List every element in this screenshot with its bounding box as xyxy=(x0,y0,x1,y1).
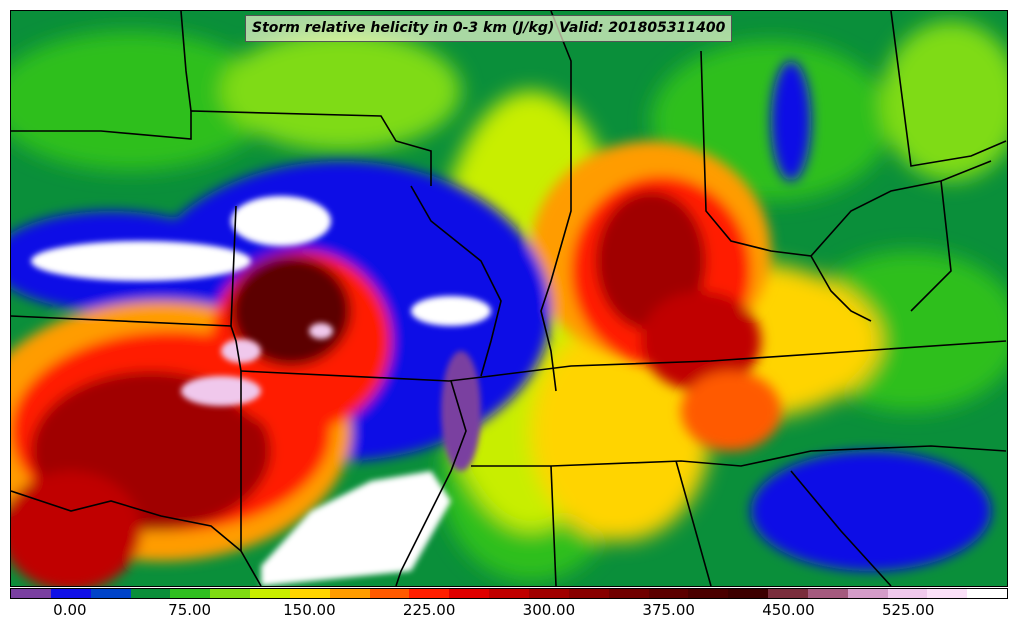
colorbar-segment xyxy=(449,589,490,598)
colorbar-tick-label: 225.00 xyxy=(402,601,456,619)
colorbar-segment xyxy=(887,589,928,598)
colorbar-segment xyxy=(688,589,729,598)
colorbar-segment xyxy=(130,589,171,598)
colorbar-tick-label: 75.00 xyxy=(168,601,212,619)
colorbar-segment xyxy=(170,589,211,598)
colorbar-segment xyxy=(210,589,251,598)
colorbar-segment xyxy=(489,589,529,598)
colorbar-segment xyxy=(608,589,649,598)
colorbar-segment xyxy=(289,589,330,598)
colorbar-segment xyxy=(768,589,808,598)
helicity-field xyxy=(11,11,1007,586)
colorbar-segment xyxy=(409,589,450,598)
colorbar-tick-label: 375.00 xyxy=(642,601,695,619)
colorbar-tick-label: 150.00 xyxy=(283,601,336,619)
colorbar-segment xyxy=(250,589,290,598)
colorbar-tick-labels: 0.00 75.00 150.00 225.00 300.00 375.00 450.00 5… xyxy=(10,601,1008,623)
colorbar xyxy=(10,588,1008,599)
colorbar-segment xyxy=(329,589,370,598)
colorbar-tick-label: 300.00 xyxy=(522,601,576,619)
colorbar-segment xyxy=(90,589,131,598)
colorbar-tick-label: 450.00 xyxy=(762,601,815,619)
colorbar-segment xyxy=(528,589,569,598)
colorbar-segment xyxy=(967,589,1008,598)
colorbar-segment xyxy=(369,589,410,598)
colorbar-segment xyxy=(927,589,968,598)
colorbar-segment xyxy=(568,589,609,598)
colorbar-segment xyxy=(648,589,689,598)
colorbar-segment xyxy=(11,589,51,598)
colorbar-segment xyxy=(50,589,91,598)
colorbar-tick-label: 0.00 xyxy=(53,601,87,619)
colorbar-segment xyxy=(728,589,769,598)
colorbar-segment xyxy=(807,589,848,598)
map-title: Storm relative helicity in 0-3 km (J/kg)… xyxy=(245,15,733,42)
colorbar-segment xyxy=(847,589,888,598)
helicity-map xyxy=(10,10,1008,587)
colorbar-tick-label: 525.00 xyxy=(881,601,935,619)
